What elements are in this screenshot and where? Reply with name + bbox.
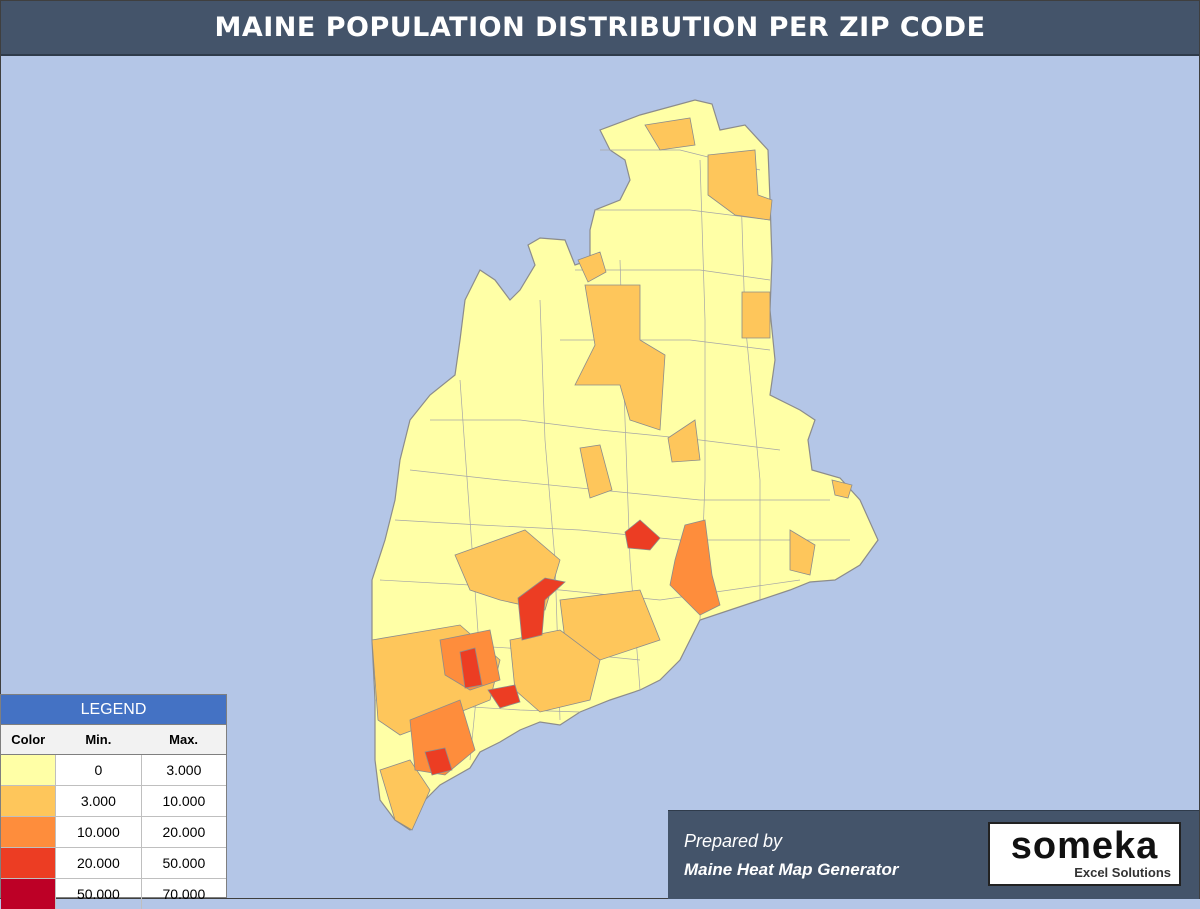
logo-tagline: Excel Solutions: [990, 866, 1179, 880]
legend-max-value: 20.000: [141, 817, 226, 848]
legend-col-max: Max.: [141, 725, 226, 755]
legend-swatch: [1, 879, 56, 909]
legend-swatch: [1, 755, 56, 786]
prepared-by-panel: Prepared by Maine Heat Map Generator som…: [668, 810, 1199, 899]
legend-swatch: [1, 817, 56, 848]
legend-min-value: 10.000: [56, 817, 142, 848]
logo-brand: someka: [990, 826, 1179, 866]
legend-min-value: 20.000: [56, 848, 142, 879]
legend-max-value: 3.000: [141, 755, 226, 786]
legend-swatch: [1, 786, 56, 817]
legend-col-color: Color: [1, 725, 56, 755]
legend-min-value: 3.000: [56, 786, 142, 817]
legend-swatch: [1, 848, 56, 879]
legend-min-value: 50.000: [56, 879, 142, 909]
legend-col-min: Min.: [56, 725, 142, 755]
legend-heading: LEGEND: [1, 695, 226, 725]
legend-max-value: 10.000: [141, 786, 226, 817]
someka-logo[interactable]: someka Excel Solutions: [988, 822, 1181, 886]
legend-min-value: 0: [56, 755, 142, 786]
title-bar: MAINE POPULATION DISTRIBUTION PER ZIP CO…: [1, 1, 1199, 56]
legend-max-value: 50.000: [141, 848, 226, 879]
zip-region-east-tip[interactable]: [832, 480, 852, 498]
legend-max-value: 70.000: [141, 879, 226, 909]
prepared-by-label: Prepared by: [684, 831, 782, 852]
page-title: MAINE POPULATION DISTRIBUTION PER ZIP CO…: [214, 12, 985, 43]
generator-name: Maine Heat Map Generator: [684, 860, 898, 880]
zip-region-east-strip[interactable]: [742, 292, 770, 338]
